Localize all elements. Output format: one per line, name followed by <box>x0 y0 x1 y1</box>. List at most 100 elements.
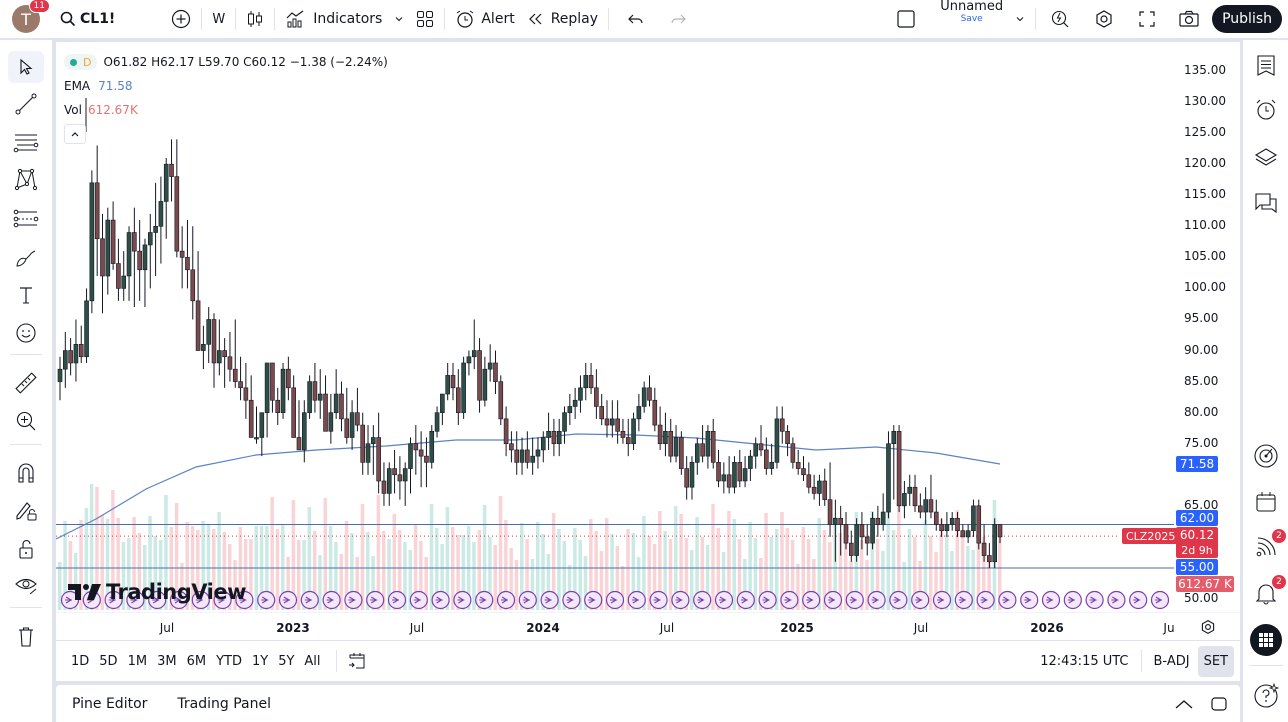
pattern-tool[interactable] <box>8 163 44 195</box>
quick-search-button[interactable] <box>1044 0 1076 38</box>
session-toggle[interactable]: SET <box>1197 645 1234 677</box>
alerts-panel-button[interactable] <box>1250 94 1282 126</box>
calendar-button[interactable] <box>1250 486 1282 518</box>
compare-symbol-button[interactable] <box>165 0 197 38</box>
notifications-badge: 2 <box>1272 575 1286 589</box>
range-all[interactable]: All <box>304 653 321 669</box>
snapshot-button[interactable] <box>1172 0 1206 38</box>
time-tick-label: 2023 <box>276 621 310 635</box>
horizontal-lines-tool[interactable] <box>8 126 44 158</box>
object-tree-button[interactable] <box>1250 141 1282 173</box>
measure-tool[interactable] <box>8 367 44 399</box>
range-6m[interactable]: 6M <box>186 653 207 669</box>
price-tick-label: 125.00 <box>1184 125 1226 140</box>
price-tick-label: 85.00 <box>1184 373 1219 388</box>
remove-drawings-tool[interactable] <box>8 621 44 653</box>
utc-clock[interactable]: 12:43:15 UTC <box>1040 653 1129 669</box>
fib-retracement-icon <box>13 209 39 228</box>
calendar-goto-icon <box>348 653 365 669</box>
user-avatar[interactable]: T 11 <box>12 0 50 33</box>
volume-price-tag: 612.67 K <box>1176 576 1234 592</box>
top-toolbar: T 11 CL1! W Indicators Alert Replay <box>0 0 1288 38</box>
layouts-button[interactable] <box>410 0 440 38</box>
range-1m[interactable]: 1M <box>127 653 148 669</box>
chart-type-button[interactable] <box>240 0 270 38</box>
tradingview-logo[interactable]: TradingView <box>68 580 246 604</box>
products-menu-button[interactable] <box>1250 624 1282 656</box>
chats-button[interactable] <box>1250 187 1282 219</box>
publish-button[interactable]: Publish <box>1212 5 1282 33</box>
watchlist-button[interactable] <box>1250 50 1282 82</box>
zoom-in-tool[interactable] <box>8 405 44 437</box>
axis-settings-button[interactable] <box>1200 619 1216 639</box>
trend-line-tool[interactable] <box>8 88 44 120</box>
notifications-button[interactable]: 2 <box>1250 575 1286 609</box>
magnet-tool[interactable] <box>8 457 44 489</box>
bell-icon <box>1255 584 1277 605</box>
market-status-pill[interactable]: D <box>64 54 98 70</box>
hide-drawings-tool[interactable] <box>8 569 44 601</box>
layout-name-button[interactable]: Unnamed Save <box>934 0 1009 38</box>
square-icon <box>897 10 915 28</box>
emoji-tool[interactable] <box>8 317 44 349</box>
range-5y[interactable]: 5Y <box>278 653 295 669</box>
stay-in-drawing-mode-tool[interactable] <box>8 495 44 527</box>
help-button[interactable] <box>1250 680 1282 712</box>
alarm-clock-icon <box>1256 99 1276 120</box>
go-to-date-button[interactable] <box>347 651 367 671</box>
symbol-search-button[interactable]: CL1! <box>54 0 121 38</box>
alert-button[interactable]: Alert <box>449 0 520 38</box>
ema-price-tag: 71.58 <box>1176 456 1218 472</box>
separator <box>235 8 237 30</box>
grid-layout-icon <box>417 11 434 27</box>
lock-drawings-tool[interactable] <box>8 533 44 565</box>
range-1d[interactable]: 1D <box>71 653 90 669</box>
tab-trading-panel[interactable]: Trading Panel <box>177 695 271 712</box>
right-sidebar: 2 2 <box>1243 40 1288 722</box>
indicators-dropdown[interactable] <box>388 0 410 38</box>
ema-legend-row[interactable]: EMA 71.58 <box>64 74 388 98</box>
interval-badge: D <box>83 55 92 69</box>
undo-button[interactable] <box>621 0 651 38</box>
maximize-panel-button[interactable] <box>1210 695 1228 713</box>
indicators-button[interactable]: Indicators <box>279 0 388 38</box>
range-3m[interactable]: 3M <box>157 653 177 669</box>
back-adjustment-toggle[interactable]: B-ADJ <box>1153 653 1190 669</box>
bar-countdown-tag: 2d 9h <box>1176 542 1218 558</box>
volume-legend-row[interactable]: Vol 612.67K <box>64 98 388 122</box>
price-chart-canvas[interactable] <box>56 42 1174 640</box>
layout-dropdown[interactable] <box>1009 0 1031 38</box>
range-5d[interactable]: 5D <box>99 653 118 669</box>
fullscreen-button[interactable] <box>1132 0 1162 38</box>
interval-button[interactable]: W <box>212 11 226 27</box>
market-open-dot <box>70 58 77 66</box>
separator <box>1035 8 1037 30</box>
text-tool[interactable] <box>8 279 44 311</box>
brush-tool[interactable] <box>8 242 44 274</box>
tab-pine-editor[interactable]: Pine Editor <box>72 695 148 712</box>
trash-icon <box>19 627 33 647</box>
fib-tool[interactable] <box>8 203 44 235</box>
horizontal-lines-icon <box>13 134 39 153</box>
tradingview-logo-icon <box>68 584 101 600</box>
price-tick-label: 115.00 <box>1184 187 1226 202</box>
cursor-tool[interactable] <box>8 51 44 83</box>
redo-button[interactable] <box>663 0 693 38</box>
range-1y[interactable]: 1Y <box>251 653 269 669</box>
ideas-stream-button[interactable]: 2 <box>1250 529 1286 563</box>
time-axis[interactable]: Jul 2023 Jul 2024 Jul 2025 Jul 2026 Ju <box>56 612 1240 640</box>
chart-pane[interactable]: D O61.82 H62.17 L59.70 C60.12 −1.38 (−2.… <box>56 42 1240 640</box>
range-ytd[interactable]: YTD <box>216 653 242 669</box>
layout-select-checkbox[interactable] <box>890 0 922 38</box>
expand-panel-button[interactable] <box>1174 698 1194 710</box>
chevron-up-icon <box>1175 699 1193 708</box>
separator <box>1249 665 1283 666</box>
gear-icon <box>1201 619 1215 635</box>
tradingview-wordmark: TradingView <box>106 580 246 604</box>
replay-button[interactable]: Replay <box>521 0 604 38</box>
ema-value: 71.58 <box>98 79 133 93</box>
collapse-legend-button[interactable] <box>64 124 86 144</box>
screener-button[interactable] <box>1250 440 1282 472</box>
price-axis[interactable]: 135.00 130.00 125.00 120.00 115.00 110.00 105.… <box>1174 42 1240 640</box>
settings-button[interactable] <box>1088 0 1120 38</box>
